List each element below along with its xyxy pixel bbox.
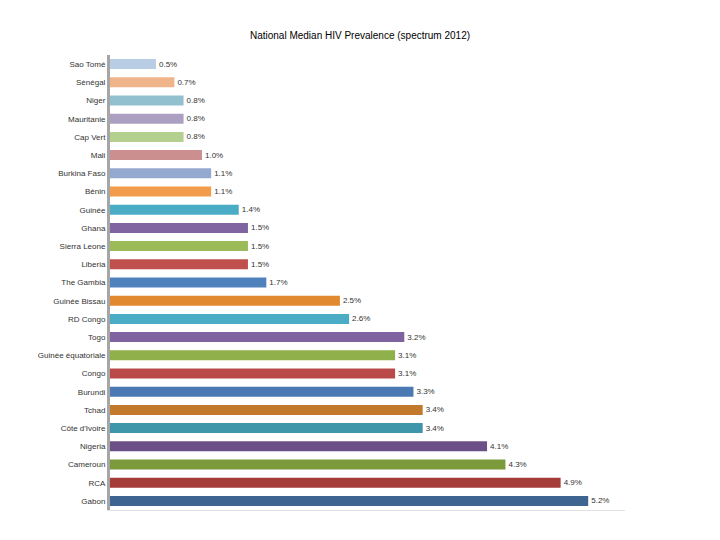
svg-text:Cameroun: Cameroun — [68, 460, 105, 469]
svg-text:3.2%: 3.2% — [407, 333, 425, 342]
svg-text:Côte d'Ivoire: Côte d'Ivoire — [61, 424, 106, 433]
svg-text:3.4%: 3.4% — [426, 424, 444, 433]
svg-text:Ghana: Ghana — [81, 224, 106, 233]
svg-text:Liberia: Liberia — [81, 260, 106, 269]
svg-text:Cap Vert: Cap Vert — [74, 133, 106, 142]
svg-text:1.1%: 1.1% — [214, 187, 232, 196]
svg-text:National Median HIV Prevalence: National Median HIV Prevalence (spectrum… — [250, 30, 470, 41]
svg-text:4.9%: 4.9% — [564, 478, 582, 487]
svg-text:The Gambia: The Gambia — [61, 278, 106, 287]
svg-text:3.3%: 3.3% — [416, 387, 434, 396]
svg-text:Guinée: Guinée — [80, 206, 106, 215]
svg-text:Sierra Leone: Sierra Leone — [60, 242, 106, 251]
svg-text:2.5%: 2.5% — [343, 296, 361, 305]
svg-text:Guinée Bissau: Guinée Bissau — [53, 297, 105, 306]
svg-text:Mali: Mali — [91, 151, 106, 160]
svg-text:1.5%: 1.5% — [251, 223, 269, 232]
svg-text:Guinée équatoriale: Guinée équatoriale — [38, 351, 106, 360]
svg-text:Sénégal: Sénégal — [76, 78, 106, 87]
svg-text:Burundi: Burundi — [78, 388, 106, 397]
svg-text:3.4%: 3.4% — [426, 405, 444, 414]
svg-text:0.8%: 0.8% — [187, 132, 205, 141]
svg-text:Bénin: Bénin — [85, 187, 105, 196]
svg-text:1.7%: 1.7% — [269, 278, 287, 287]
svg-text:1.1%: 1.1% — [214, 169, 232, 178]
svg-text:1.0%: 1.0% — [205, 151, 223, 160]
svg-text:RCA: RCA — [89, 479, 107, 488]
svg-text:Mauritanie: Mauritanie — [68, 115, 106, 124]
svg-text:0.8%: 0.8% — [187, 114, 205, 123]
svg-text:Niger: Niger — [86, 96, 105, 105]
svg-text:Tchad: Tchad — [84, 406, 105, 415]
svg-text:0.8%: 0.8% — [187, 96, 205, 105]
svg-text:4.1%: 4.1% — [490, 442, 508, 451]
svg-text:1.5%: 1.5% — [251, 242, 269, 251]
svg-text:5.2%: 5.2% — [591, 496, 609, 505]
svg-text:Congo: Congo — [82, 369, 106, 378]
svg-text:Burkina Faso: Burkina Faso — [58, 169, 106, 178]
svg-text:RD Congo: RD Congo — [68, 315, 106, 324]
svg-text:Nigeria: Nigeria — [80, 442, 106, 451]
svg-text:2.6%: 2.6% — [352, 314, 370, 323]
svg-text:Sao Tomé: Sao Tomé — [70, 60, 106, 69]
svg-text:3.1%: 3.1% — [398, 351, 416, 360]
svg-text:1.5%: 1.5% — [251, 260, 269, 269]
svg-text:3.1%: 3.1% — [398, 369, 416, 378]
svg-text:Togo: Togo — [88, 333, 106, 342]
svg-text:Gabon: Gabon — [81, 497, 105, 506]
svg-text:4.3%: 4.3% — [508, 460, 526, 469]
svg-text:0.7%: 0.7% — [177, 78, 195, 87]
svg-text:1.4%: 1.4% — [242, 205, 260, 214]
svg-text:0.5%: 0.5% — [159, 60, 177, 69]
